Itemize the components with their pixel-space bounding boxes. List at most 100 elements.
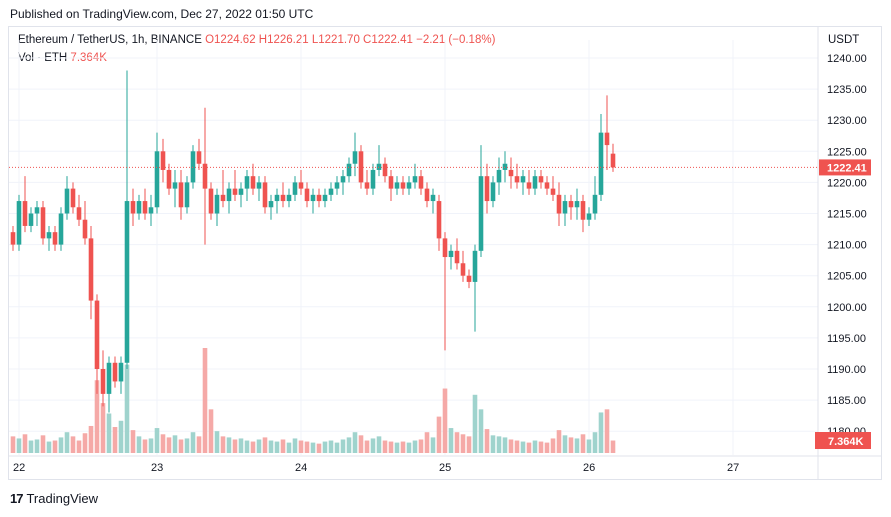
candle-body bbox=[130, 201, 136, 214]
volume-bar bbox=[28, 440, 34, 453]
candle-body bbox=[280, 194, 286, 202]
x-tick-label: 22 bbox=[13, 462, 25, 474]
volume-bar bbox=[202, 348, 208, 453]
candle-body bbox=[556, 194, 562, 214]
candle-body bbox=[352, 151, 358, 164]
candle-body bbox=[418, 176, 424, 189]
volume-bar bbox=[424, 432, 430, 453]
volume-bar bbox=[412, 440, 418, 453]
volume-bar bbox=[100, 403, 106, 453]
volume-bar bbox=[160, 434, 166, 453]
candle-body bbox=[220, 194, 226, 202]
candle-body bbox=[70, 188, 76, 208]
candle-body bbox=[244, 176, 250, 189]
volume-bar bbox=[304, 441, 310, 453]
candle-body bbox=[58, 213, 64, 245]
candle-body bbox=[358, 151, 364, 183]
volume-bar bbox=[142, 439, 148, 453]
volume-bar bbox=[112, 427, 118, 453]
volume-bar bbox=[586, 439, 592, 453]
x-tick-label: 23 bbox=[151, 462, 163, 474]
volume-bar bbox=[286, 442, 292, 453]
volume-bar bbox=[10, 436, 16, 453]
volume-bar bbox=[484, 429, 490, 453]
candle-body bbox=[598, 132, 604, 195]
close-value: C1222.41 bbox=[363, 34, 413, 46]
candle-body bbox=[274, 194, 280, 202]
candle-body bbox=[172, 182, 178, 189]
volume-bar bbox=[448, 428, 454, 453]
candle-body bbox=[424, 188, 430, 202]
candle-body bbox=[16, 201, 22, 245]
symbol-title[interactable]: Ethereum / TetherUS, 1h, BINANCE bbox=[18, 34, 202, 46]
candle-body bbox=[76, 207, 82, 220]
volume-bar bbox=[352, 432, 358, 453]
candle-body bbox=[328, 188, 334, 195]
candle-body bbox=[310, 194, 316, 202]
volume-bar bbox=[196, 436, 202, 453]
candle-body bbox=[340, 176, 346, 183]
candle-body bbox=[454, 250, 460, 264]
volume-bar bbox=[370, 438, 376, 453]
candle-body bbox=[34, 207, 40, 214]
volume-bar bbox=[502, 437, 508, 453]
candle-body bbox=[94, 300, 100, 369]
candle-body bbox=[508, 169, 514, 177]
volume-bar bbox=[58, 437, 64, 453]
candle-body bbox=[316, 194, 322, 202]
volume-bar bbox=[436, 416, 442, 453]
volume-bar bbox=[76, 440, 82, 453]
volume-bar bbox=[532, 440, 538, 453]
y-tick-label: 1225.00 bbox=[827, 146, 867, 158]
volume-bar bbox=[70, 436, 76, 453]
candle-body bbox=[370, 169, 376, 189]
candle-body bbox=[544, 182, 550, 189]
price-unit: USDT bbox=[828, 34, 860, 46]
volume-bar bbox=[406, 442, 412, 453]
volume-bar bbox=[238, 438, 244, 453]
volume-bar bbox=[508, 439, 514, 453]
volume-bar bbox=[460, 434, 466, 453]
candle-body bbox=[610, 153, 616, 168]
candle-body bbox=[394, 182, 400, 189]
candle-body bbox=[154, 151, 160, 208]
candle-body bbox=[490, 182, 496, 202]
candle-body bbox=[448, 250, 454, 258]
symbol-legend: Ethereum / TetherUS, 1h, BINANCE O1224.6… bbox=[18, 34, 495, 46]
y-tick-label: 1205.00 bbox=[827, 271, 867, 283]
y-tick-label: 1235.00 bbox=[827, 84, 867, 96]
volume-bar bbox=[130, 430, 136, 453]
volume-bar bbox=[94, 380, 100, 453]
candle-body bbox=[514, 176, 520, 183]
candle-body bbox=[40, 207, 46, 239]
candle-body bbox=[412, 176, 418, 183]
volume-bar bbox=[334, 442, 340, 453]
candle-body bbox=[322, 194, 328, 202]
y-tick-label: 1185.00 bbox=[827, 395, 866, 407]
candle-body bbox=[466, 275, 472, 282]
candle-body bbox=[28, 213, 34, 226]
volume-bar bbox=[394, 442, 400, 453]
volume-bar bbox=[346, 437, 352, 453]
volume-bar bbox=[526, 442, 532, 453]
volume-bar bbox=[364, 440, 370, 453]
candle-body bbox=[472, 250, 478, 282]
candle-body bbox=[502, 163, 508, 170]
candle-body bbox=[202, 163, 208, 189]
candle-body bbox=[562, 201, 568, 214]
brand-name: TradingView bbox=[26, 491, 99, 506]
x-tick-label: 26 bbox=[583, 462, 595, 474]
x-tick-label: 24 bbox=[295, 462, 307, 474]
volume-bar bbox=[256, 439, 262, 453]
tradingview-logo-icon: 17 bbox=[10, 491, 24, 506]
volume-bar bbox=[166, 437, 172, 453]
candle-body bbox=[238, 188, 244, 195]
volume-bar bbox=[388, 441, 394, 453]
volume-bar bbox=[592, 432, 598, 453]
candle-body bbox=[160, 151, 166, 170]
candle-body bbox=[430, 194, 436, 202]
volume-bar bbox=[64, 432, 70, 453]
candle-body bbox=[550, 188, 556, 195]
volume-bar bbox=[574, 438, 580, 453]
